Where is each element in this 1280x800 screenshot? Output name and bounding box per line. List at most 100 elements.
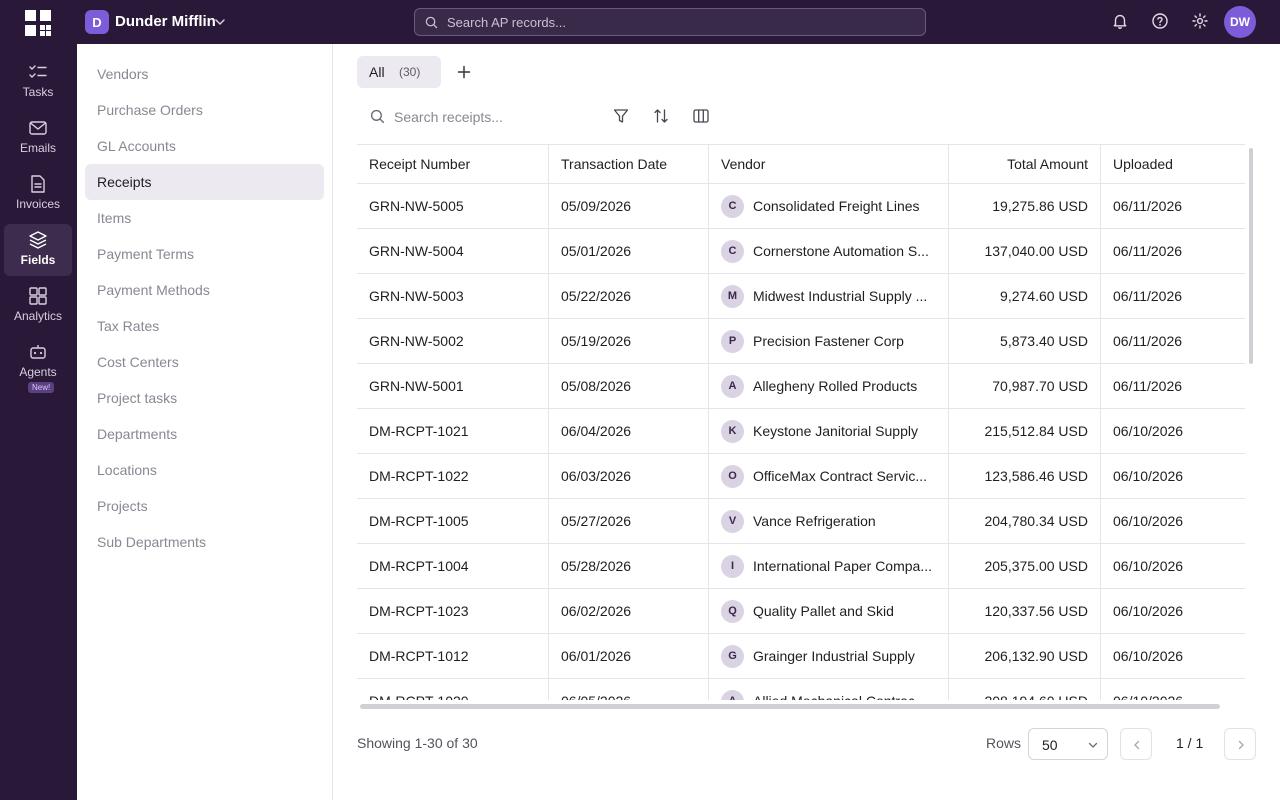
nav-agents[interactable]: Agents New! [4,336,72,398]
sort-icon[interactable] [652,107,670,125]
total-amount-cell: 70,987.70 USD [949,364,1101,408]
uploaded-cell: 06/10/2026 [1113,603,1184,619]
vendor-avatar: M [721,285,744,308]
uploaded-cell: 06/11/2026 [1113,378,1183,394]
sidebar-item-locations[interactable]: Locations [97,462,157,478]
global-search[interactable] [414,8,926,36]
sidebar-item-vendors[interactable]: Vendors [97,66,149,82]
table-row[interactable]: GRN-NW-5001 05/08/2026 Allegheny Rolled … [357,364,1245,409]
horizontal-scrollbar[interactable] [360,704,1220,709]
tasks-icon [29,65,47,78]
sidebar-item-cost-centers[interactable]: Cost Centers [97,354,179,370]
receipt-number-cell: DM-RCPT-1005 [357,499,549,543]
nav-emails[interactable]: Emails [4,112,72,164]
receipts-search-input[interactable] [394,107,594,127]
help-icon[interactable] [1151,12,1169,30]
column-vendor[interactable]: Vendor [709,145,949,183]
table-row[interactable]: GRN-NW-5005 05/09/2026 Consolidated Frei… [357,184,1245,229]
uploaded-cell: 06/10/2026 [1113,558,1184,574]
sidebar-item-project-tasks[interactable]: Project tasks [97,390,178,406]
transaction-date-cell: 06/02/2026 [549,589,709,633]
vertical-scrollbar[interactable] [1249,148,1253,364]
app-logo-icon[interactable] [25,10,51,36]
analytics-icon [29,287,47,305]
sidebar-item-projects[interactable]: Projects [97,498,148,514]
transaction-date-cell: 06/05/2026 [549,679,709,700]
sidebar-item-gl-accounts[interactable]: GL Accounts [97,138,176,154]
uploaded-cell: 06/10/2026 [1113,468,1184,484]
sidebar-item-payment-terms[interactable]: Payment Terms [97,246,194,262]
transaction-date-cell: 05/01/2026 [549,229,709,273]
vendor-avatar: I [721,555,744,578]
next-page-button[interactable] [1224,728,1256,760]
column-uploaded[interactable]: Uploaded [1113,156,1173,172]
column-receipt-number[interactable]: Receipt Number [357,145,549,183]
nav-agents-label: Agents [19,365,57,379]
table-row[interactable]: GRN-NW-5004 05/01/2026 Cornerstone Autom… [357,229,1245,274]
filter-icon[interactable] [612,107,630,125]
vendor-avatar: K [721,420,744,443]
mail-icon [29,121,47,135]
org-name[interactable]: Dunder Mifflin [115,13,216,30]
receipt-number-cell: GRN-NW-5004 [357,229,549,273]
vendor-cell: OfficeMax Contract Servic... [709,454,949,498]
table-row[interactable]: DM-RCPT-1020 06/05/2026 Allied Mechanica… [357,679,1245,700]
global-search-input[interactable] [447,13,907,31]
org-avatar[interactable]: D [85,10,109,34]
table-row[interactable]: DM-RCPT-1021 06/04/2026 Keystone Janitor… [357,409,1245,454]
prev-page-button[interactable] [1120,728,1152,760]
pagination-summary: Showing 1-30 of 30 [357,735,478,751]
receipt-number-cell: GRN-NW-5005 [357,184,549,228]
sidebar-item-tax-rates[interactable]: Tax Rates [97,318,160,334]
table-row[interactable]: DM-RCPT-1023 06/02/2026 Quality Pallet a… [357,589,1245,634]
table-row[interactable]: DM-RCPT-1012 06/01/2026 Grainger Industr… [357,634,1245,679]
uploaded-cell: 06/10/2026 [1101,679,1245,700]
rows-per-page-select[interactable]: 50 [1028,728,1108,760]
gear-icon[interactable] [1191,12,1209,30]
transaction-date-cell: 05/27/2026 [549,499,709,543]
vendor-cell: Cornerstone Automation S... [709,229,949,273]
total-amount-cell: 215,512.84 USD [949,409,1101,453]
user-avatar[interactable]: DW [1224,6,1256,38]
nav-fields[interactable]: Fields [4,224,72,276]
transaction-date-cell: 05/19/2026 [549,319,709,363]
uploaded-cell: 06/11/2026 [1113,243,1183,259]
total-amount-cell: 205,375.00 USD [949,544,1101,588]
nav-analytics[interactable]: Analytics [4,280,72,332]
transaction-date-cell: 05/22/2026 [549,274,709,318]
add-view-icon[interactable] [456,64,472,80]
sidebar-item-sub-departments[interactable]: Sub Departments [97,534,206,550]
sidebar-item-items[interactable]: Items [97,210,132,226]
sidebar-item-payment-methods[interactable]: Payment Methods [97,282,210,298]
vendor-cell: Keystone Janitorial Supply [709,409,949,453]
vendor-avatar: A [721,375,744,398]
table-row[interactable]: DM-RCPT-1022 06/03/2026 OfficeMax Contra… [357,454,1245,499]
columns-icon[interactable] [692,107,710,125]
table-row[interactable]: GRN-NW-5002 05/19/2026 Precision Fastene… [357,319,1245,364]
receipts-table: Receipt Number Transaction Date Vendor T… [357,144,1245,700]
table-row[interactable]: DM-RCPT-1004 05/28/2026 International Pa… [357,544,1245,589]
chevron-down-icon[interactable] [213,15,227,29]
column-transaction-date[interactable]: Transaction Date [549,145,709,183]
total-amount-cell: 206,132.90 USD [949,634,1101,678]
sidebar-item-receipts[interactable]: Receipts [85,164,324,200]
vendor-cell: Allied Mechanical Contrac... [709,679,949,700]
bell-icon[interactable] [1111,12,1129,30]
nav-tasks[interactable]: Tasks [4,56,72,108]
receipt-number-cell: DM-RCPT-1022 [357,454,549,498]
vendor-cell: Grainger Industrial Supply [709,634,949,678]
nav-fields-label: Fields [20,253,56,267]
transaction-date-cell: 05/08/2026 [549,364,709,408]
table-row[interactable]: GRN-NW-5003 05/22/2026 Midwest Industria… [357,274,1245,319]
vendor-avatar: A [721,690,744,700]
nav-invoices[interactable]: Invoices [4,168,72,220]
tab-all[interactable]: All (30) [357,56,441,88]
column-total-amount[interactable]: Total Amount [949,145,1101,183]
sidebar-item-purchase-orders[interactable]: Purchase Orders [97,102,203,118]
table-row[interactable]: DM-RCPT-1005 05/27/2026 Vance Refrigerat… [357,499,1245,544]
receipt-number-cell: DM-RCPT-1012 [357,634,549,678]
transaction-date-cell: 06/03/2026 [549,454,709,498]
sidebar-item-departments[interactable]: Departments [97,426,178,442]
receipt-number-cell: DM-RCPT-1023 [357,589,549,633]
receipt-number-cell: DM-RCPT-1021 [357,409,549,453]
